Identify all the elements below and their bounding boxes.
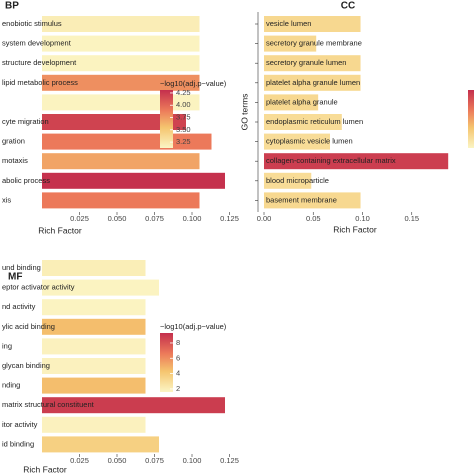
category-label: secretory granule membrane [266, 39, 362, 48]
panel-title: MF [8, 272, 22, 283]
bar [264, 94, 319, 111]
colorbar-tick-label: 3.75 [176, 113, 191, 122]
category-label: vesicle lumen [266, 19, 311, 28]
bar [42, 377, 146, 394]
category-label: eptor activator activity [2, 283, 75, 292]
x-tick-label: 0.050 [108, 456, 127, 465]
category-label: nd activity [2, 302, 36, 311]
bar [42, 35, 200, 52]
category-label: platelet alpha granule lumen [266, 78, 360, 87]
legend-title: −log10(adj.p−value) [160, 322, 227, 331]
cropped-colorbar [468, 90, 474, 148]
panel-title: CC [341, 1, 355, 12]
category-label: motaxis [2, 156, 28, 165]
bar [264, 35, 317, 52]
bar [42, 279, 159, 296]
bar [264, 74, 361, 91]
category-label: blood microparticle [266, 176, 329, 185]
panel-title: BP [5, 1, 19, 12]
bar [42, 172, 225, 189]
category-label: ing [2, 341, 12, 350]
bar [42, 114, 186, 130]
bar [264, 114, 342, 130]
colorbar [160, 333, 173, 392]
bar [42, 55, 200, 72]
category-label: nding [2, 381, 20, 390]
colorbar-tick-label: 4.25 [176, 88, 191, 97]
x-tick-label: 0.00 [257, 214, 272, 223]
bar [264, 16, 361, 32]
colorbar [160, 90, 173, 148]
x-tick-label: 0.15 [404, 214, 419, 223]
category-label: itor activity [2, 420, 38, 429]
category-label: collagen-containing extracellular matrix [266, 156, 396, 165]
x-axis-label: Rich Factor [23, 464, 67, 474]
x-tick-label: 0.10 [355, 214, 370, 223]
y-axis-label: GO terms [239, 94, 249, 131]
bar [264, 192, 361, 209]
bar [42, 436, 159, 453]
x-axis-label: Rich Factor [333, 224, 377, 234]
x-tick-label: 0.100 [183, 456, 202, 465]
x-tick-label: 0.125 [220, 456, 239, 465]
bar [42, 16, 200, 32]
category-label: cytoplasmic vesicle lumen [266, 137, 353, 146]
category-label: structure development [2, 58, 77, 67]
colorbar-tick-label: 6 [176, 353, 180, 362]
legend-title: −log10(adj.p−value) [160, 79, 227, 88]
category-label: lipid metabolic process [2, 78, 78, 87]
colorbar-tick-label: 4 [176, 369, 180, 378]
x-tick-label: 0.050 [108, 214, 127, 223]
category-label: basement membrane [266, 195, 337, 204]
bar [42, 192, 200, 209]
bar [42, 74, 200, 91]
colorbar-tick-label: 4.00 [176, 100, 191, 109]
x-tick-label: 0.025 [70, 456, 89, 465]
bar [42, 318, 146, 335]
category-label: system development [2, 39, 72, 48]
colorbar-tick-label: 8 [176, 338, 180, 347]
category-label: und binding [2, 263, 41, 272]
x-tick-label: 0.075 [145, 214, 164, 223]
category-label: xis [2, 195, 11, 204]
bar [264, 55, 361, 72]
colorbar-tick-label: 3.50 [176, 125, 191, 134]
bar [264, 133, 330, 150]
colorbar-tick-label: 3.25 [176, 137, 191, 146]
bar [42, 358, 146, 374]
category-label: abolic process [2, 176, 50, 185]
bar [42, 299, 146, 316]
x-axis-label: Rich Factor [38, 225, 82, 235]
x-tick-label: 0.075 [145, 456, 164, 465]
x-tick-label: 0.100 [183, 214, 202, 223]
category-label: platelet alpha granule [266, 97, 338, 106]
category-label: id binding [2, 439, 34, 448]
bar [42, 260, 146, 276]
bar [42, 153, 200, 170]
bar [42, 416, 146, 433]
bar [42, 397, 225, 414]
category-label: secretory granule lumen [266, 58, 346, 67]
category-label: enobiotic stimulus [2, 19, 62, 28]
category-label: cyte migration [2, 117, 49, 126]
x-tick-label: 0.05 [306, 214, 321, 223]
bar [42, 338, 146, 355]
category-label: gration [2, 137, 25, 146]
category-label: matrix structural constituent [2, 400, 95, 409]
x-tick-label: 0.025 [70, 214, 89, 223]
x-tick-label: 0.125 [220, 214, 239, 223]
category-label: endoplasmic reticulum lumen [266, 117, 363, 126]
bar [264, 153, 449, 170]
category-label: ylic acid binding [2, 322, 55, 331]
category-label: glycan binding [2, 361, 50, 370]
bar [264, 172, 312, 189]
colorbar-tick-label: 2 [176, 384, 180, 393]
